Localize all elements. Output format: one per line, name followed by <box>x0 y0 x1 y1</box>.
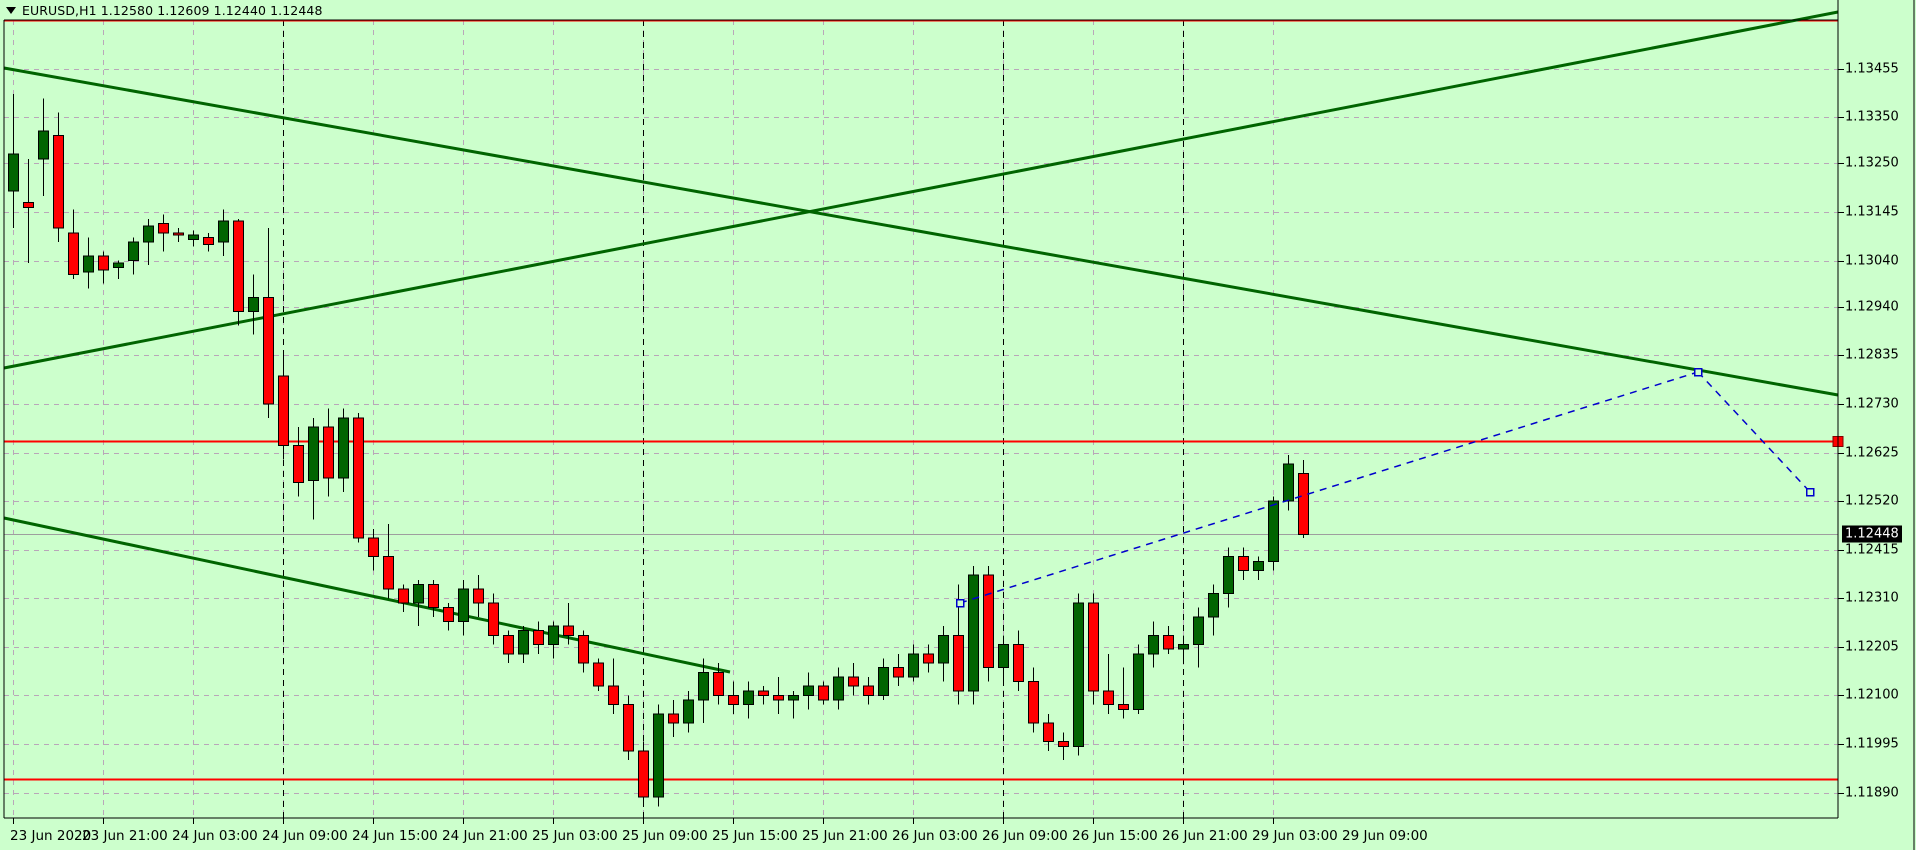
time-axis-label[interactable]: 26 Jun 21:00 <box>1162 828 1248 844</box>
price-axis-label[interactable]: 1.12205 <box>1845 639 1899 655</box>
price-axis-label[interactable]: 1.12940 <box>1845 299 1899 315</box>
price-axis-label[interactable]: 1.12310 <box>1845 590 1899 606</box>
time-axis-label[interactable]: 29 Jun 03:00 <box>1252 828 1338 844</box>
axis-ticks <box>13 69 1844 824</box>
time-axis-label[interactable]: 24 Jun 09:00 <box>262 828 348 844</box>
time-axis-label[interactable]: 24 Jun 03:00 <box>172 828 258 844</box>
time-axis-label[interactable]: 26 Jun 15:00 <box>1072 828 1158 844</box>
time-axis-label[interactable]: 29 Jun 09:00 <box>1342 828 1428 844</box>
time-axis-label[interactable]: 25 Jun 21:00 <box>802 828 888 844</box>
price-axis-label[interactable]: 1.12520 <box>1845 493 1899 509</box>
forecast-anchor-handle-1 <box>1693 367 1703 377</box>
candlestick-series[interactable] <box>8 94 1309 807</box>
price-axis-label[interactable]: 1.12835 <box>1845 347 1899 363</box>
time-axis-label[interactable]: 26 Jun 03:00 <box>892 828 978 844</box>
price-axis-label[interactable]: 1.13145 <box>1845 204 1899 220</box>
forecast-anchor-handle-2 <box>1805 487 1815 497</box>
price-axis-label[interactable]: 1.12100 <box>1845 687 1899 703</box>
price-axis-label[interactable]: 1.12730 <box>1845 396 1899 412</box>
price-axis-label[interactable]: 1.12415 <box>1845 542 1899 558</box>
price-axis-label[interactable]: 1.13455 <box>1845 61 1899 77</box>
price-axis-label[interactable]: 1.13350 <box>1845 109 1899 125</box>
time-axis-label[interactable]: 24 Jun 15:00 <box>352 828 438 844</box>
price-axis-label[interactable]: 1.11890 <box>1845 785 1899 801</box>
price-axis-label[interactable]: 1.13040 <box>1845 253 1899 269</box>
forecast-projection-group[interactable] <box>955 367 1815 608</box>
time-axis-label[interactable]: 23 Jun 21:00 <box>82 828 168 844</box>
time-axis-label[interactable]: 24 Jun 21:00 <box>442 828 528 844</box>
price-axis-label[interactable]: 1.12625 <box>1845 445 1899 461</box>
price-axis-label[interactable]: 1.13250 <box>1845 155 1899 171</box>
price-axis-label[interactable]: 1.11995 <box>1845 736 1899 752</box>
time-axis-label[interactable]: 23 Jun 2020 <box>10 828 92 844</box>
time-axis-label[interactable]: 25 Jun 09:00 <box>622 828 708 844</box>
time-axis-label[interactable]: 26 Jun 09:00 <box>982 828 1068 844</box>
current-price-badge: 1.12448 <box>1842 525 1902 543</box>
forecast-anchor-handle-0 <box>955 598 965 608</box>
time-axis-label[interactable]: 25 Jun 15:00 <box>712 828 798 844</box>
time-axis-label[interactable]: 25 Jun 03:00 <box>532 828 618 844</box>
plot-frame <box>3 0 1915 850</box>
trendlines-group[interactable] <box>3 10 1839 674</box>
